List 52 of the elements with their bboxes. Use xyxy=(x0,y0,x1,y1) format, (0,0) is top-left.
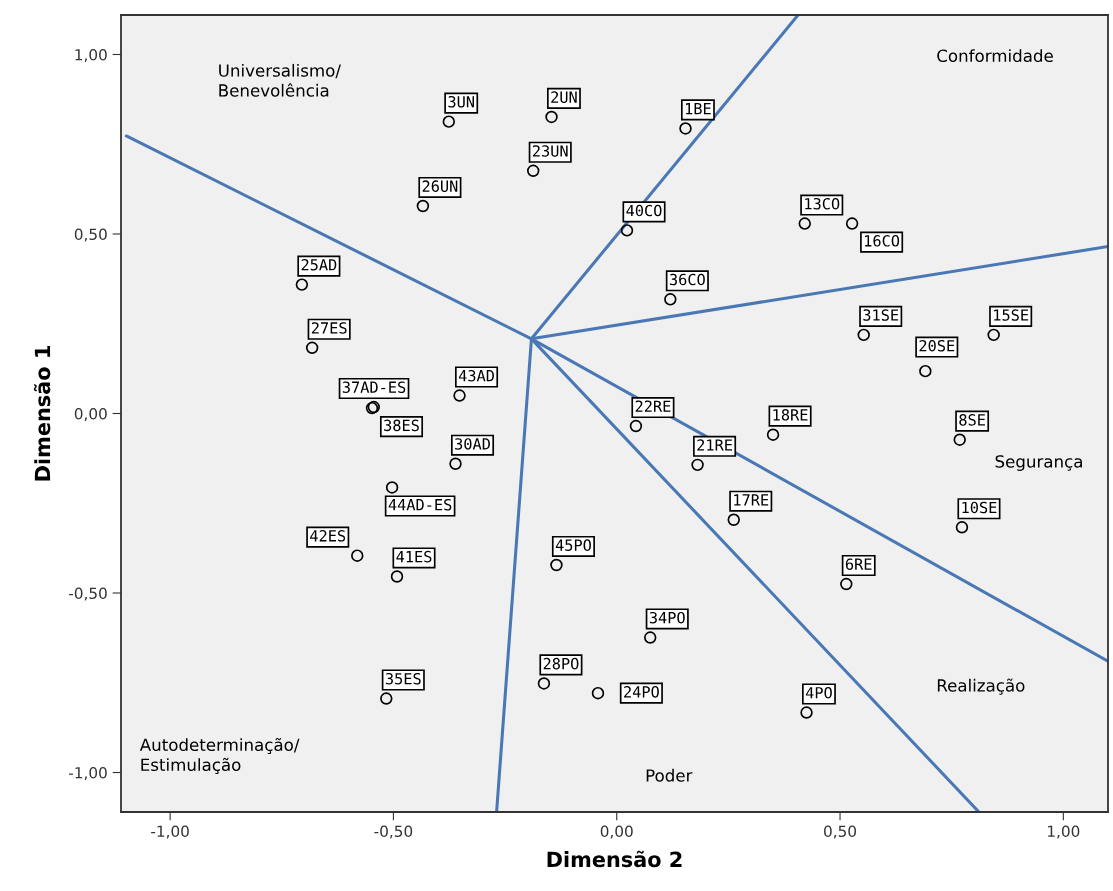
annotation: 1BE xyxy=(685,103,711,115)
annotation: 22RE xyxy=(635,400,671,412)
annotation: 38ES xyxy=(384,419,419,432)
annotation: 23UN xyxy=(532,145,568,157)
annotation: 16CO xyxy=(865,235,900,247)
annotation: 36CO xyxy=(669,273,705,286)
annotation: 27ES xyxy=(311,322,347,334)
annotation: 26UN xyxy=(422,180,458,192)
annotation: 3UN xyxy=(448,96,474,108)
annotation: Poder xyxy=(646,768,693,782)
annotation: Universalismo/ Benevolência xyxy=(219,63,341,97)
annotation: 20SE xyxy=(919,339,955,352)
annotation: 6RE xyxy=(845,558,872,570)
y-tick-label: -0,50 xyxy=(69,587,107,601)
annotation: 25AD xyxy=(301,258,337,271)
annotation: 41ES xyxy=(396,550,432,563)
annotation: 35ES xyxy=(385,672,421,685)
x-tick-label: 0,50 xyxy=(824,825,857,839)
annotation: 40CO xyxy=(626,204,662,217)
x-axis-title: Dimensão 2 xyxy=(547,850,682,868)
annotation: Segurança xyxy=(995,455,1082,471)
annotation: 30AD xyxy=(455,438,490,450)
annotation: 13CO xyxy=(805,197,840,210)
y-axis-title: Dimensão 1 xyxy=(33,346,51,481)
x-tick-label: -0,50 xyxy=(374,825,413,839)
y-tick-label: -1,00 xyxy=(69,766,107,781)
annotation: 17RE xyxy=(734,494,769,506)
y-tick-label: 0,00 xyxy=(74,407,107,422)
annotation: 31SE xyxy=(863,309,899,321)
annotation: 21RE xyxy=(697,439,732,451)
annotation: Autodeterminação/ Estimulação xyxy=(139,737,300,775)
annotation: 37AD-ES xyxy=(342,381,406,393)
annotation: 10SE xyxy=(962,501,997,514)
annotation: 44AD-ES xyxy=(388,498,452,511)
annotation: 43AD xyxy=(458,369,494,382)
x-tick-label: 1,00 xyxy=(1048,825,1080,839)
annotation: 15SE xyxy=(994,309,1029,321)
annotation: Realização xyxy=(937,678,1025,695)
annotation: 42ES xyxy=(310,530,346,542)
annotation: 2UN xyxy=(551,91,577,103)
x-tick-label: 0,00 xyxy=(600,825,633,839)
x-tick-label: -1,00 xyxy=(151,825,189,839)
annotation: 24PO xyxy=(624,686,659,698)
y-tick-label: 1,00 xyxy=(75,48,107,63)
y-tick-label: 0,50 xyxy=(74,228,107,242)
annotation: 28PO xyxy=(543,657,579,670)
annotation: 8SE xyxy=(959,414,985,426)
annotation: 34PO xyxy=(649,611,685,624)
annotation: 4PO xyxy=(805,686,832,699)
annotation: 18RE xyxy=(773,409,808,421)
annotation: 45PO xyxy=(555,539,591,551)
annotation: Conformidade xyxy=(937,49,1053,63)
